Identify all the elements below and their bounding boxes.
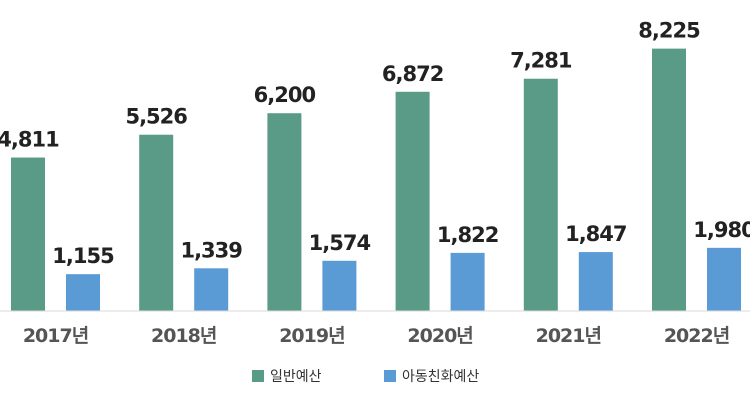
bar-general-3 bbox=[395, 91, 430, 311]
category-labels-layer: 2017년 2018년 2019년 2020년 2021년 2022년 bbox=[23, 325, 730, 347]
value-label-general-1: 5,526 bbox=[125, 105, 187, 129]
category-label-4: 2021년 bbox=[536, 325, 601, 347]
category-label-5: 2022년 bbox=[664, 325, 729, 347]
value-label-child-2: 1,574 bbox=[309, 231, 371, 255]
bar-child-1 bbox=[194, 268, 229, 311]
value-label-child-4: 1,847 bbox=[565, 222, 626, 246]
bar-child-5 bbox=[707, 247, 741, 311]
bar-child-3 bbox=[450, 252, 485, 311]
legend-swatch-child-budget bbox=[384, 370, 396, 382]
legend-label-general-budget: 일반예산 bbox=[270, 369, 322, 385]
value-label-general-3: 6,872 bbox=[382, 62, 443, 86]
category-label-3: 2020년 bbox=[407, 325, 472, 347]
value-label-general-5: 8,225 bbox=[638, 19, 700, 43]
bars-layer bbox=[11, 48, 741, 312]
value-label-child-1: 1,339 bbox=[180, 238, 242, 262]
bar-child-2 bbox=[322, 260, 357, 311]
bar-general-0 bbox=[11, 157, 45, 311]
bar-child-0 bbox=[66, 274, 100, 311]
legend-swatch-general-budget bbox=[252, 370, 264, 382]
bar-child-4 bbox=[578, 252, 613, 311]
value-label-child-3: 1,822 bbox=[437, 223, 498, 247]
value-label-child-0: 1,155 bbox=[52, 244, 114, 268]
value-labels-layer: 4,811 1,155 5,526 1,339 6,200 1,574 6,872 1,822… bbox=[0, 19, 750, 269]
bar-general-4 bbox=[523, 78, 558, 311]
value-label-general-0: 4,811 bbox=[0, 128, 59, 152]
value-label-general-4: 7,281 bbox=[510, 49, 572, 73]
value-label-general-2: 6,200 bbox=[254, 83, 316, 107]
bar-general-5 bbox=[652, 48, 686, 312]
legend: 일반예산 아동친화예산 bbox=[252, 369, 479, 385]
bar-general-1 bbox=[139, 134, 174, 311]
category-label-2: 2019년 bbox=[279, 325, 344, 347]
legend-label-child-budget: 아동친화예산 bbox=[402, 369, 479, 385]
value-label-child-5: 1,980 bbox=[693, 218, 750, 242]
bar-general-2 bbox=[267, 113, 302, 311]
category-label-0: 2017년 bbox=[23, 325, 88, 347]
category-label-1: 2018년 bbox=[151, 325, 216, 347]
